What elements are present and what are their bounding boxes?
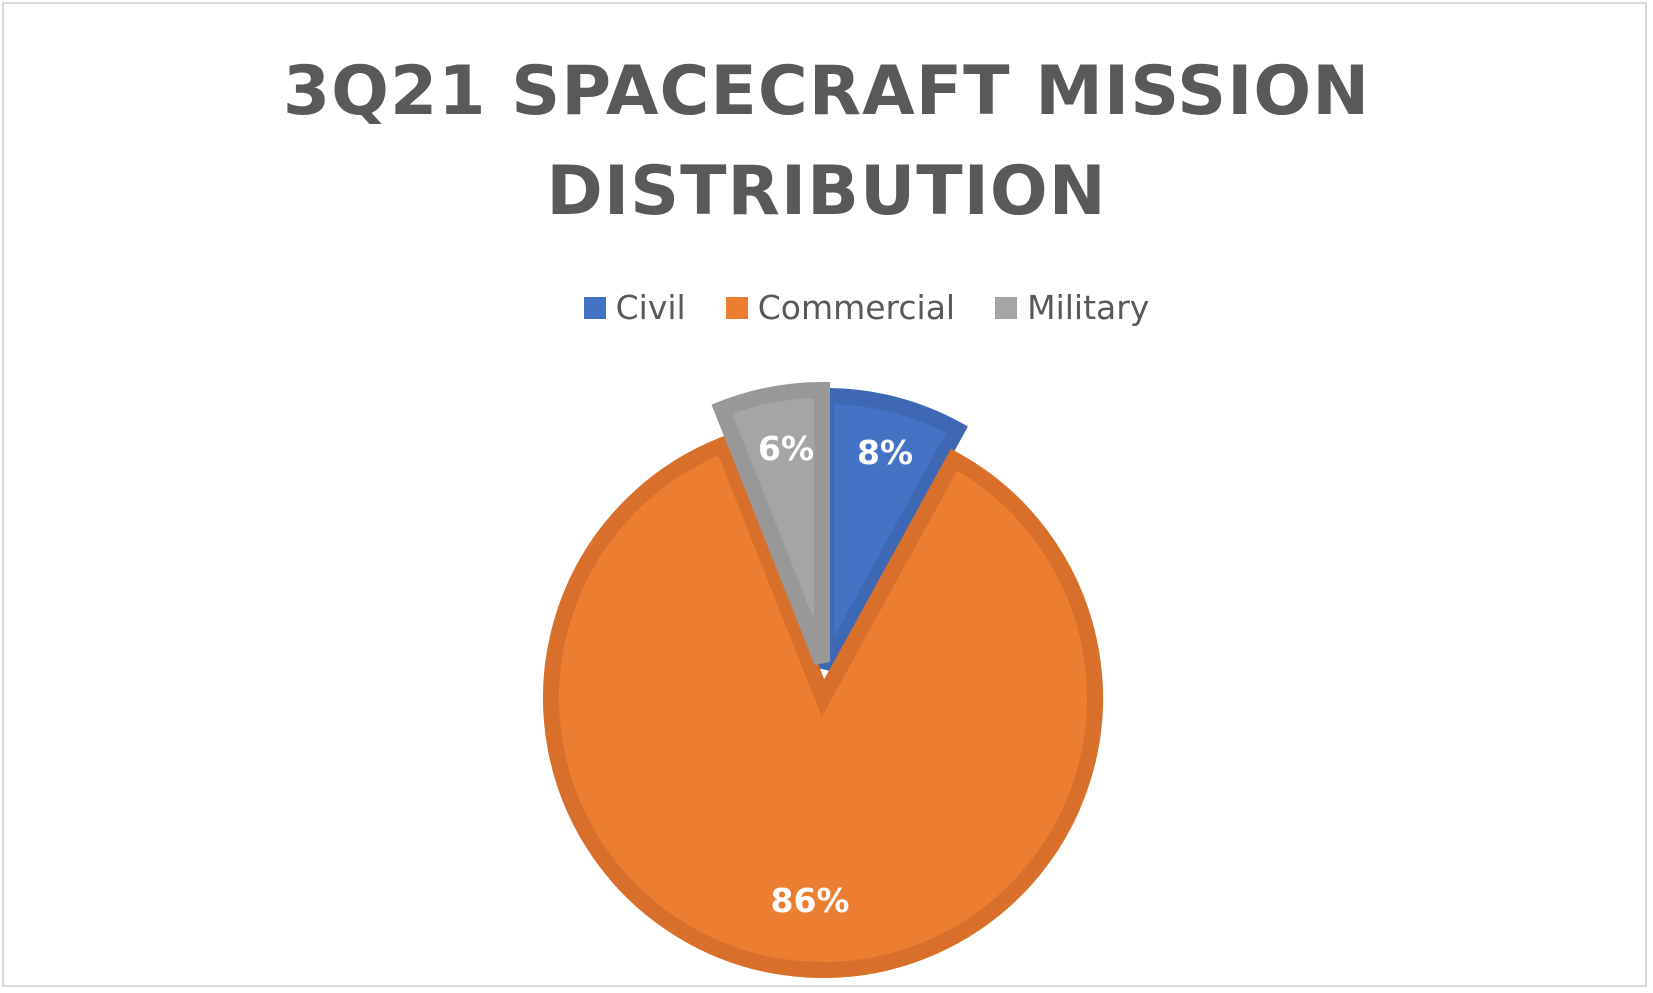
pie-slice-civil <box>818 387 968 672</box>
data-label-commercial: 86% <box>771 881 850 920</box>
data-label-military: 6% <box>758 429 814 468</box>
pie-data-labels: 8% 86% 6% <box>758 429 913 920</box>
legend-label-commercial: Commercial <box>757 288 956 327</box>
legend-item-civil: Civil <box>583 288 686 328</box>
legend: Civil Commercial Military <box>40 288 1653 328</box>
legend-swatch-civil <box>583 297 606 319</box>
legend-item-military: Military <box>995 288 1149 328</box>
legend-label-military: Military <box>1027 288 1150 327</box>
chart-title: 3Q21 SPACECRAFT MISSION DISTRIBUTION <box>282 52 1371 231</box>
pie-slice-commercial <box>543 434 1103 978</box>
legend-label-civil: Civil <box>615 288 686 327</box>
legend-item-commercial: Commercial <box>725 288 956 328</box>
legend-swatch-military <box>995 297 1018 319</box>
data-label-civil: 8% <box>857 433 913 472</box>
pie-slice-military <box>711 381 830 665</box>
pie-slices <box>543 381 1103 978</box>
legend-swatch-commercial <box>725 297 748 319</box>
